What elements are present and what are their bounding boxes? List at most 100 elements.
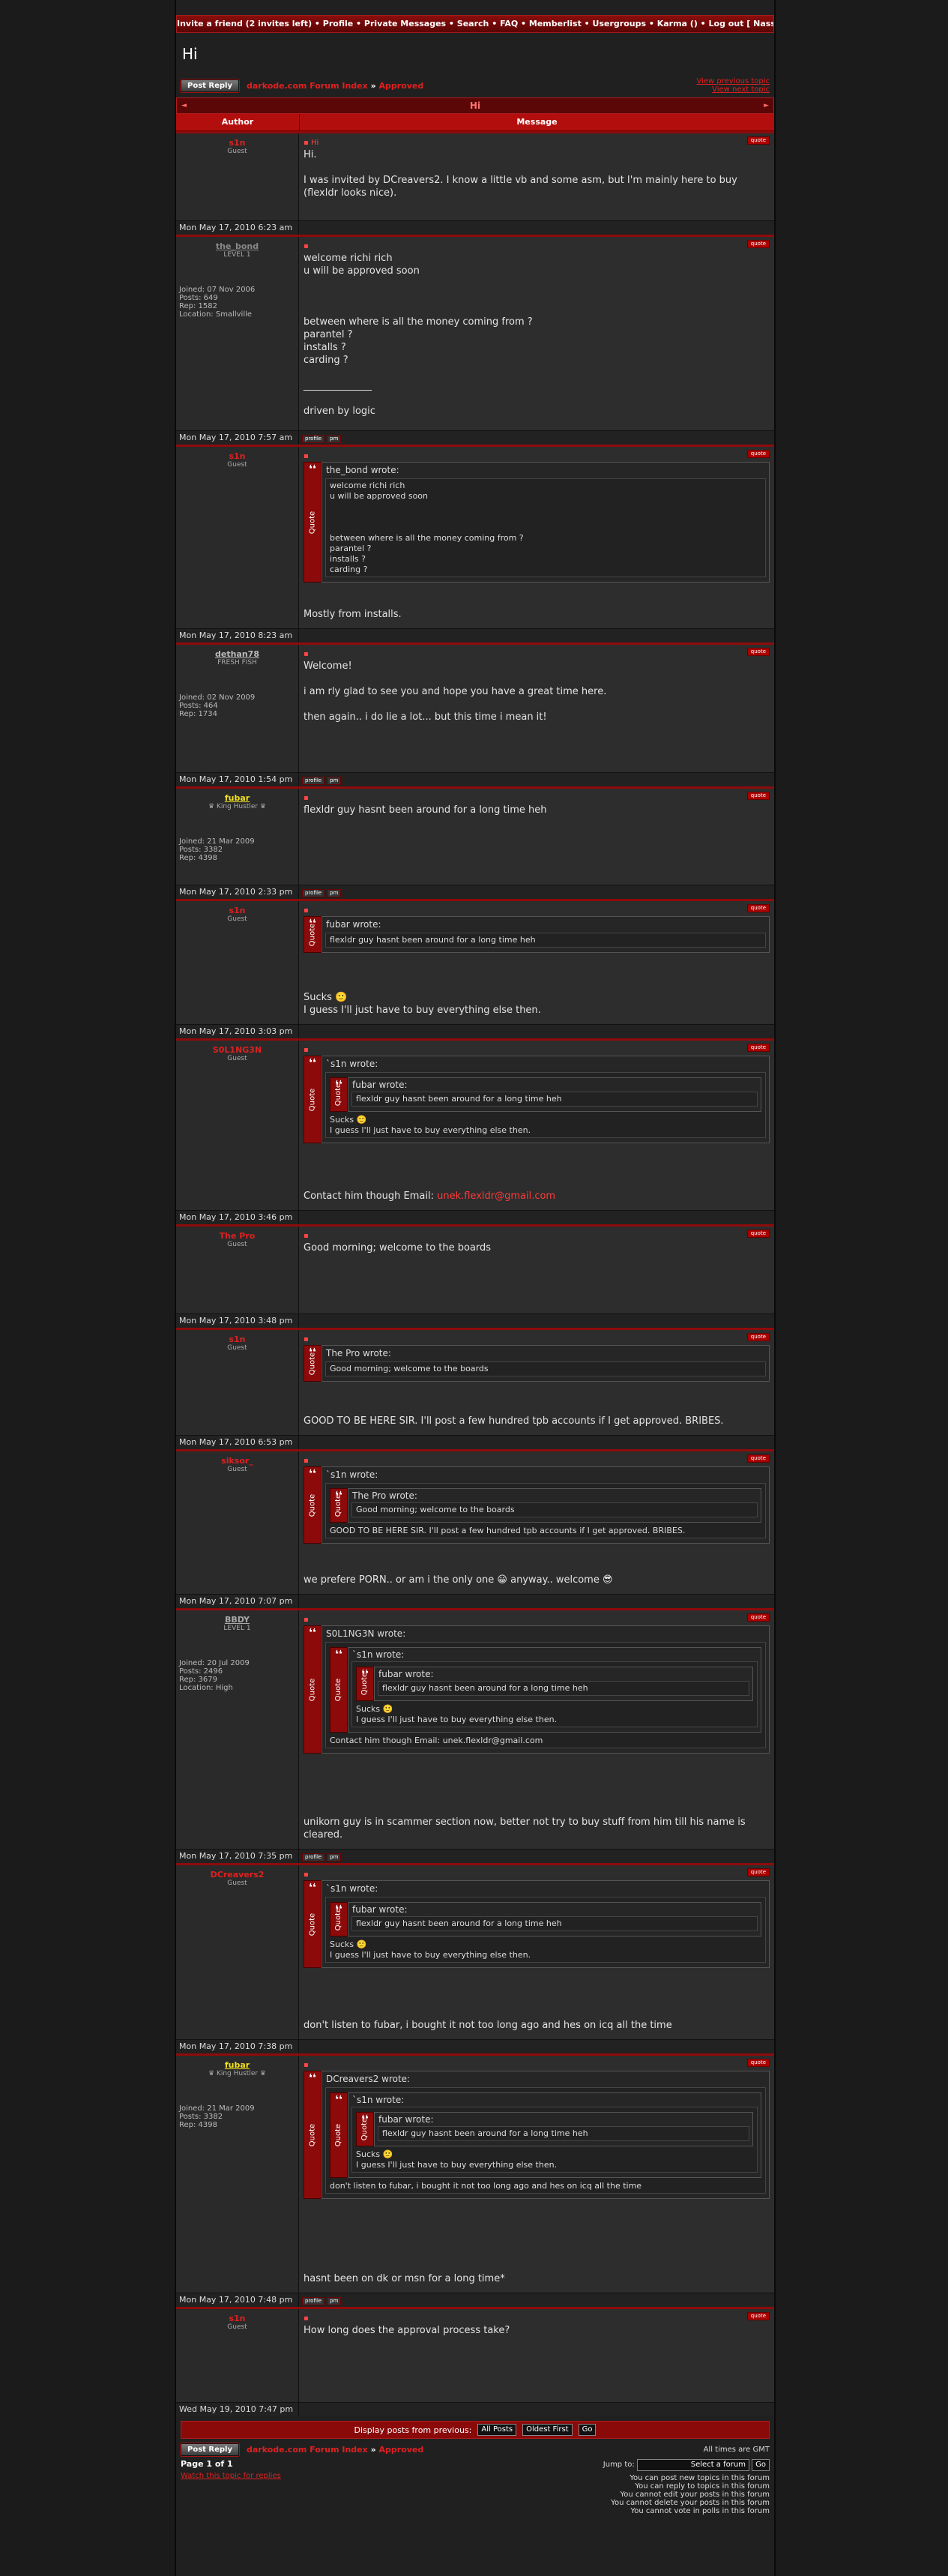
post-actions — [299, 2040, 774, 2053]
breadcrumb-forum-link-bottom[interactable]: Approved — [378, 2445, 424, 2455]
post-author-cell: s1n Guest — [176, 1330, 299, 1435]
post-reply-button[interactable]: Post Reply — [181, 79, 239, 92]
pm-button[interactable]: pm — [327, 777, 342, 785]
breadcrumb-index-link-bottom[interactable]: darkode.com Forum Index — [247, 2445, 368, 2455]
quote-button[interactable]: quote — [746, 1613, 770, 1622]
username[interactable]: fubar — [224, 2060, 250, 2070]
quote-mark-icon: ❛❛ — [309, 918, 316, 930]
quote-label: Quote — [360, 1672, 369, 1696]
post-actions: profile pm — [299, 885, 774, 899]
prev-topic-link[interactable]: View previous topic — [696, 77, 770, 85]
user-rank: ♛ King Hustler ♛ — [208, 2070, 266, 2077]
watch-topic-link[interactable]: Watch this topic for replies — [181, 2472, 281, 2480]
pm-button[interactable]: pm — [327, 889, 342, 897]
post-header: ▪ quote — [304, 1868, 770, 1879]
quote-body: fubar wrote: flexldr guy hasnt been aroun… — [348, 1902, 761, 1936]
quote-label: Quote — [308, 511, 317, 534]
quote-button[interactable]: quote — [746, 1333, 770, 1341]
username[interactable]: the_bond — [215, 241, 259, 251]
quote-author: The Pro wrote: — [326, 1348, 391, 1358]
jump-go-button[interactable]: Go — [752, 2459, 770, 2471]
post-message-cell: ▪ quote ❛❛ Quote `s1n wrote: ❛❛ Quote fubar wr… — [299, 1041, 774, 1210]
quote-mark-icon: ❛❛ — [361, 1668, 369, 1680]
post-actions: profile pm — [299, 1850, 774, 1863]
post-timestamp: Mon May 17, 2010 7:38 pm — [176, 2040, 299, 2053]
quote-button[interactable]: quote — [746, 2059, 770, 2067]
post-subject: ▪ — [304, 1335, 309, 1343]
quote-button[interactable]: quote — [746, 1230, 770, 1238]
quote-block: ❛❛ Quote fubar wrote: flexldr guy hasnt bee… — [330, 1902, 761, 1936]
jump-forum-select[interactable]: Select a forum — [636, 2459, 749, 2471]
username[interactable]: siksor_ — [221, 1456, 253, 1466]
username[interactable]: s1n — [229, 451, 246, 461]
sort-order-select[interactable]: Oldest First — [522, 2424, 573, 2436]
posts-range-select[interactable]: All Posts — [477, 2424, 517, 2436]
quote-label: Quote — [308, 1678, 317, 1701]
quote-block: ❛❛ Quote fubar wrote: flexldr guy hasnt bee… — [304, 916, 770, 953]
post: s1n Guest ▪ quote ❛❛ Quote fubar wrote: flexld… — [176, 899, 774, 1024]
user-info: Joined: 21 Mar 2009 Posts: 3382 Rep: 4398 — [179, 2104, 255, 2129]
post: the_bond LEVEL 1 Joined: 07 Nov 2006 Posts:… — [176, 235, 774, 430]
quote-button[interactable]: quote — [746, 1868, 770, 1877]
quote-button[interactable]: quote — [746, 450, 770, 458]
post-timestamp: Mon May 17, 2010 7:57 am — [176, 431, 299, 445]
post-actions — [299, 1025, 774, 1038]
profile-button[interactable]: profile — [302, 889, 325, 897]
user-info: Joined: 21 Mar 2009 Posts: 3382 Rep: 4398 — [179, 837, 255, 862]
username[interactable]: s1n — [229, 138, 246, 148]
email-link[interactable]: unek.flexldr@gmail.com — [437, 1191, 556, 1202]
pm-button[interactable]: pm — [327, 435, 342, 443]
post-message-cell: ▪ quote ❛❛ Quote `s1n wrote: ❛❛ Quote The Pro … — [299, 1451, 774, 1594]
quote-text: ❛❛ Quote fubar wrote: flexldr guy hasnt bee… — [351, 2107, 758, 2173]
quote-button[interactable]: quote — [746, 1454, 770, 1463]
profile-button[interactable]: profile — [302, 2297, 325, 2305]
display-label: Display posts from previous: — [354, 2425, 472, 2435]
username[interactable]: s1n — [229, 906, 246, 915]
username[interactable]: fubar — [224, 793, 250, 803]
post-subject: ▪ — [304, 1871, 309, 1879]
post-author-cell: S0L1NG3N Guest — [176, 1041, 299, 1210]
post: dethan78 FRESH FISH Joined: 02 Nov 2009 Pos… — [176, 643, 774, 772]
post: S0L1NG3N Guest ▪ quote ❛❛ Quote `s1n wrote: ❛❛… — [176, 1038, 774, 1210]
quote-button[interactable]: quote — [746, 904, 770, 912]
username[interactable]: s1n — [229, 1334, 246, 1344]
quote-button[interactable]: quote — [746, 648, 770, 656]
username[interactable]: The Pro — [219, 1231, 256, 1241]
quote-button[interactable]: quote — [746, 792, 770, 800]
quote-block: ❛❛ Quote The Pro wrote: Good morning; welco… — [330, 1488, 761, 1523]
permission-line: You cannot vote in polls in this forum — [630, 2507, 770, 2515]
post-subject: ▪ — [304, 2061, 309, 2069]
quote-content: flexldr guy hasnt been around for a long… — [382, 1683, 588, 1693]
display-go-button[interactable]: Go — [578, 2424, 597, 2436]
quote-sidebar: ❛❛ Quote — [304, 1466, 321, 1544]
post-timestamp: Mon May 17, 2010 7:35 pm — [176, 1850, 299, 1863]
breadcrumb-index-link[interactable]: darkode.com Forum Index — [247, 80, 368, 91]
post-footer: Mon May 17, 2010 2:33 pm profile pm — [176, 885, 774, 899]
username[interactable]: dethan78 — [215, 649, 259, 659]
profile-button[interactable]: profile — [302, 777, 325, 785]
quote-sidebar: ❛❛ Quote — [356, 1667, 374, 1701]
post-reply-button-bottom[interactable]: Post Reply — [181, 2443, 239, 2456]
profile-button[interactable]: profile — [302, 1853, 325, 1862]
top-nav-bar[interactable]: Invite a friend (2 invites left) • Profi… — [176, 15, 774, 33]
username[interactable]: S0L1NG3N — [212, 1045, 262, 1055]
pm-button[interactable]: pm — [327, 2297, 342, 2305]
post-timestamp: Mon May 17, 2010 6:23 am — [176, 221, 299, 235]
quote-button[interactable]: quote — [746, 2312, 770, 2320]
username[interactable]: s1n — [229, 2314, 246, 2323]
username[interactable]: DCreavers2 — [210, 1870, 265, 1880]
pm-button[interactable]: pm — [327, 1853, 342, 1862]
quote-button[interactable]: quote — [746, 1044, 770, 1052]
post-timestamp: Wed May 19, 2010 7:47 pm — [176, 2403, 299, 2416]
post-timestamp: Mon May 17, 2010 6:53 pm — [176, 1436, 299, 1449]
breadcrumb-forum-link[interactable]: Approved — [378, 80, 424, 91]
post-actions — [299, 1595, 774, 1608]
post-subject: ▪ — [304, 906, 309, 915]
profile-button[interactable]: profile — [302, 435, 325, 443]
username[interactable]: BBDY — [224, 1615, 250, 1625]
user-rank: Guest — [227, 1055, 247, 1062]
quote-body: The Pro wrote: Good morning; welcome to t… — [348, 1488, 761, 1523]
quote-button[interactable]: quote — [746, 240, 770, 248]
next-topic-link[interactable]: View next topic — [712, 85, 770, 94]
quote-button[interactable]: quote — [746, 136, 770, 145]
